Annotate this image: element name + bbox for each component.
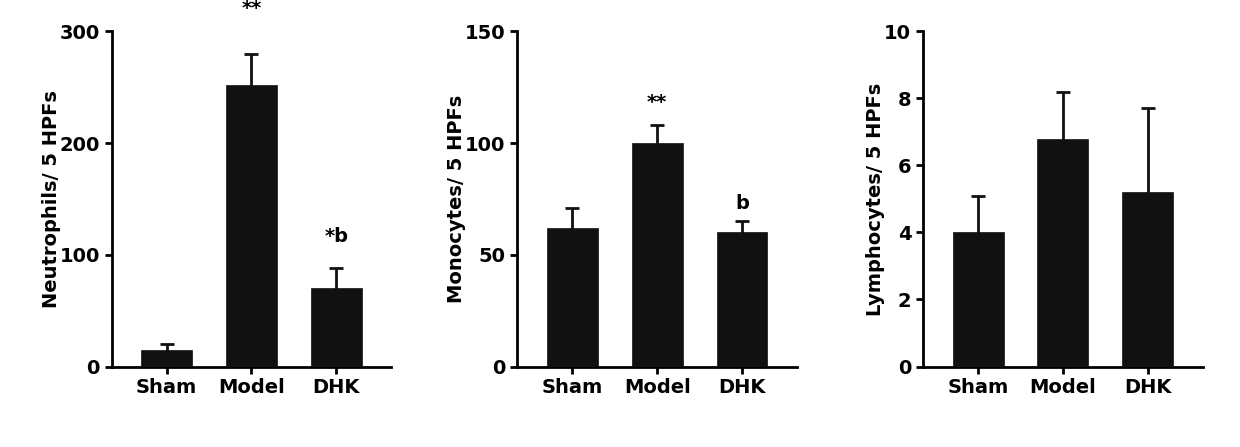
Bar: [1122, 192, 1173, 367]
Y-axis label: Neutrophils/ 5 HPFs: Neutrophils/ 5 HPFs: [42, 90, 61, 308]
Bar: [226, 85, 277, 367]
Bar: [1038, 139, 1089, 367]
Bar: [311, 288, 362, 367]
Bar: [631, 143, 683, 367]
Bar: [547, 228, 598, 367]
Y-axis label: Lymphocytes/ 5 HPFs: Lymphocytes/ 5 HPFs: [867, 82, 885, 316]
Y-axis label: Monocytes/ 5 HPFs: Monocytes/ 5 HPFs: [448, 95, 466, 303]
Text: b: b: [735, 194, 749, 213]
Text: *b: *b: [325, 227, 348, 246]
Bar: [952, 232, 1003, 367]
Bar: [141, 350, 192, 367]
Text: **: **: [242, 0, 262, 18]
Bar: [717, 232, 768, 367]
Text: **: **: [647, 93, 667, 112]
